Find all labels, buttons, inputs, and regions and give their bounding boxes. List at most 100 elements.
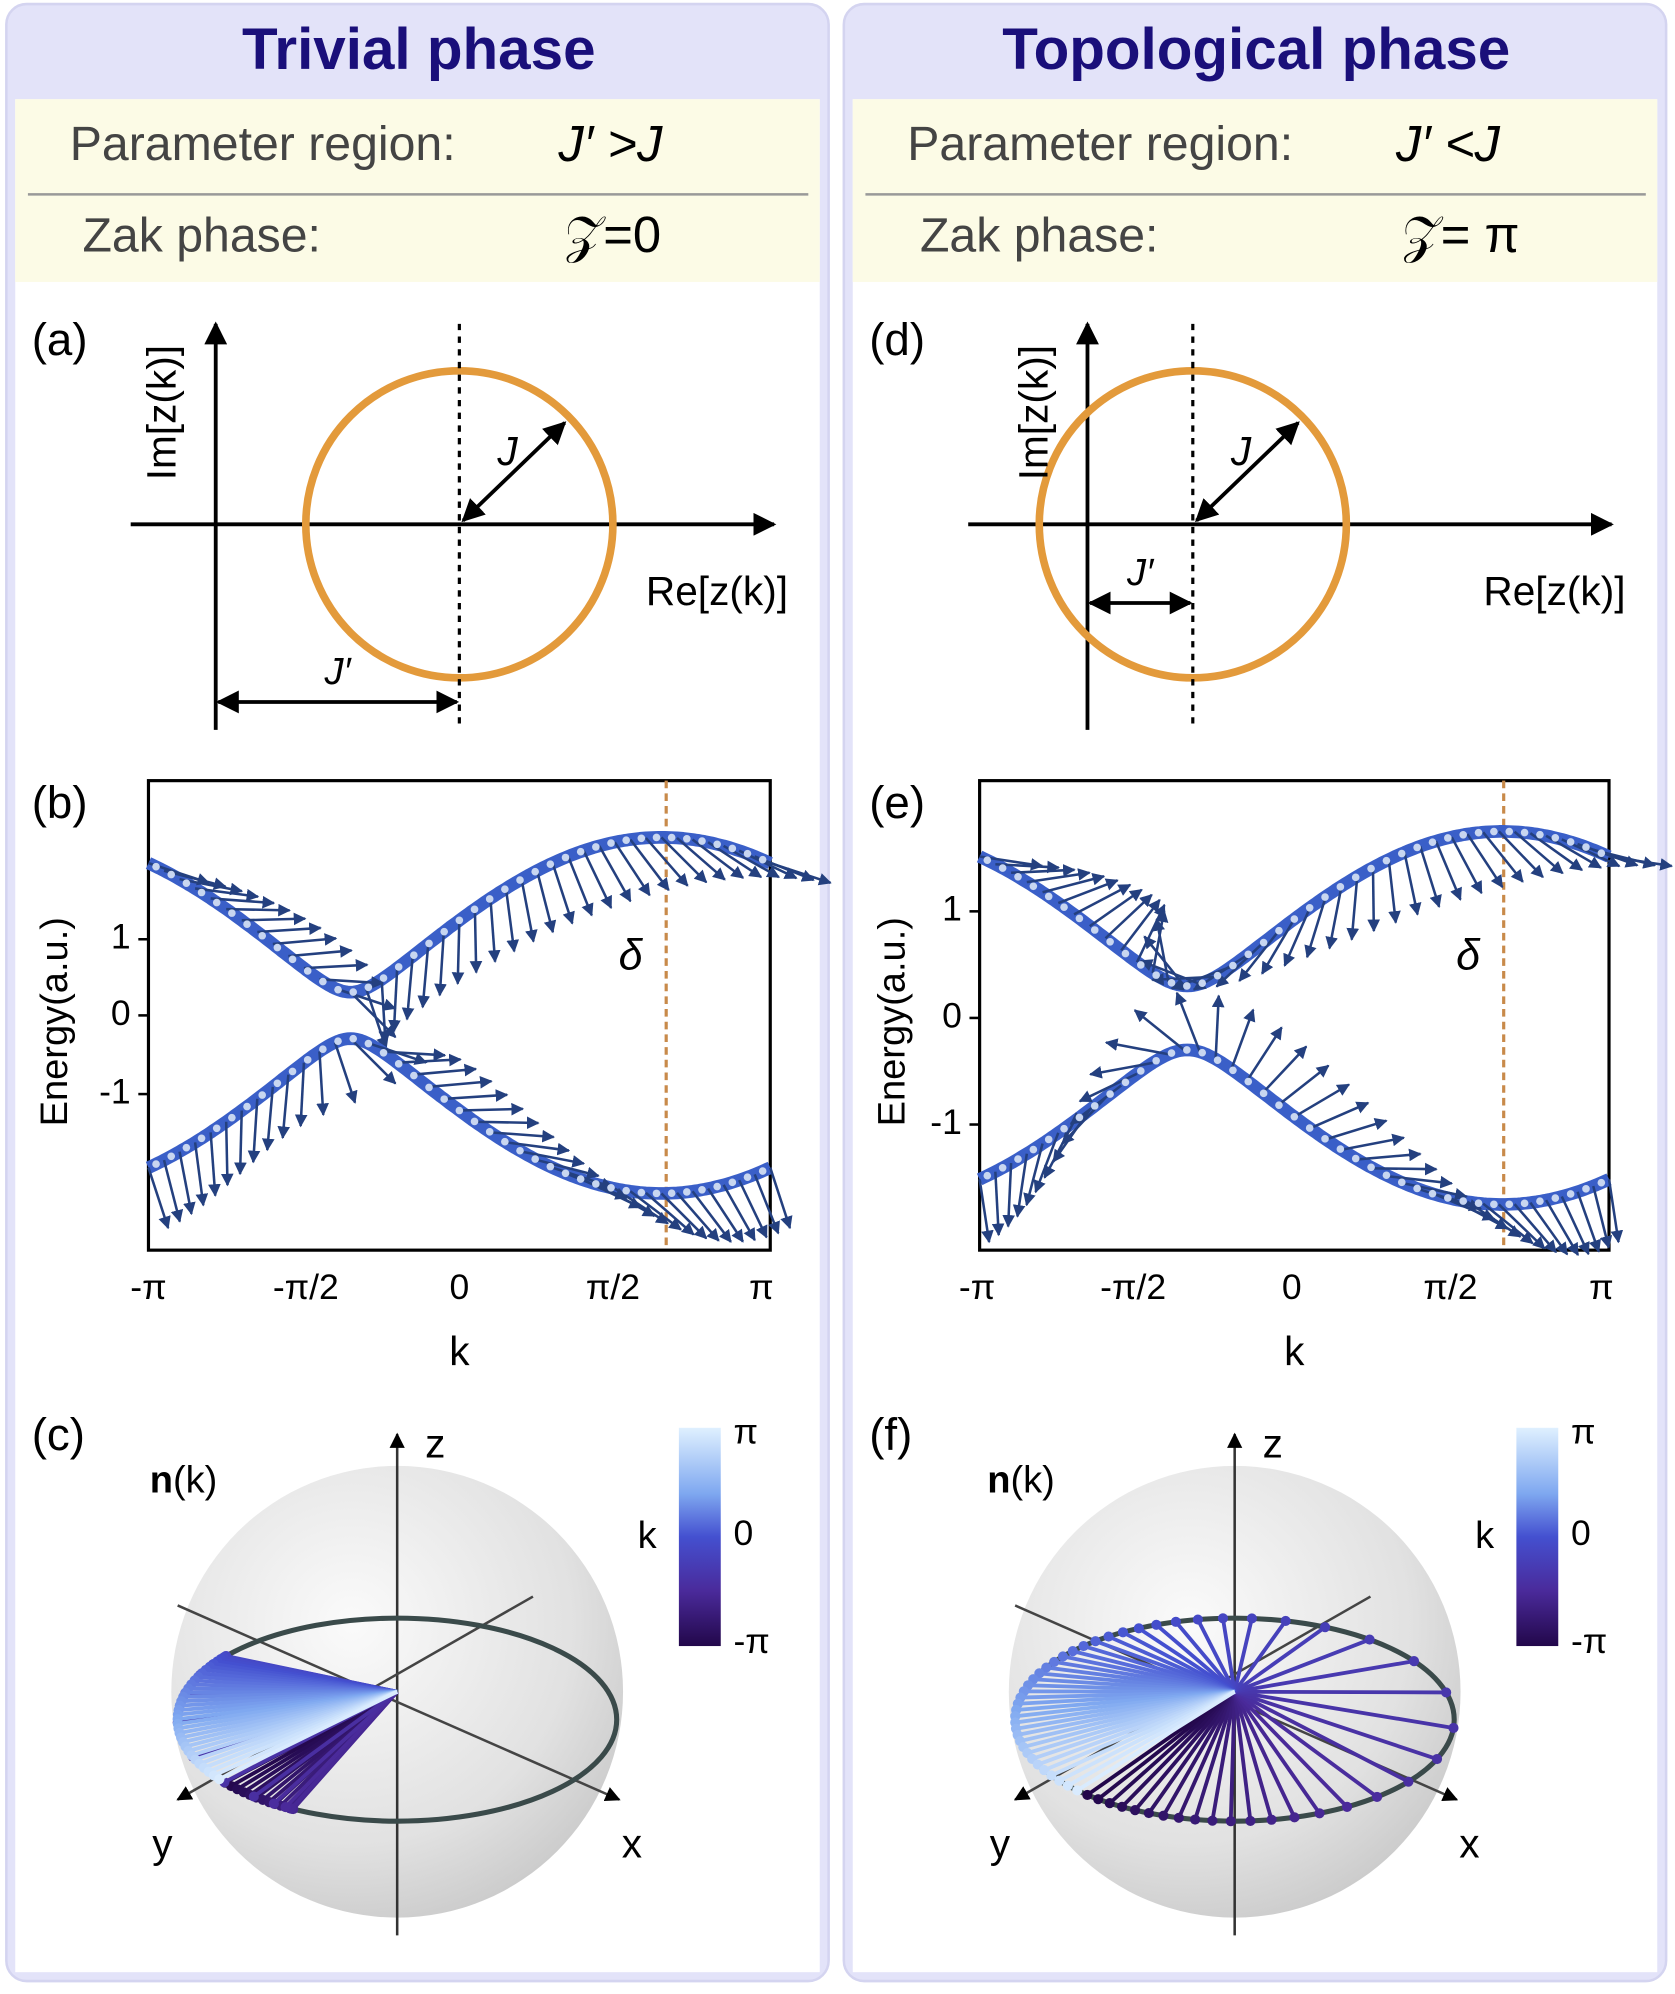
colorbar-tick-label: π — [733, 1412, 758, 1452]
state-arrow — [241, 912, 307, 926]
info-box — [852, 99, 1658, 282]
band-dot — [319, 977, 327, 986]
n-vector-tip — [1217, 1613, 1229, 1624]
state-arrow — [660, 836, 708, 884]
n-vector-tip — [214, 1774, 225, 1785]
band-dot — [288, 955, 297, 964]
band-dot — [501, 885, 509, 893]
band-dot — [440, 927, 448, 936]
state-arrow — [753, 1173, 780, 1235]
zak-value: 𝒵= π — [1402, 206, 1519, 263]
offset-label: J′ — [1126, 552, 1155, 594]
state-arrow — [349, 1037, 397, 1085]
band-dot — [1044, 892, 1053, 901]
x-axis-label: k — [449, 1328, 470, 1374]
state-arrow — [1073, 883, 1132, 916]
state-arrow — [1325, 1117, 1388, 1141]
y-tick-label: 1 — [942, 889, 962, 929]
state-arrow — [1357, 1148, 1422, 1162]
n-vector-tip — [1408, 1656, 1420, 1667]
state-arrow — [1403, 852, 1422, 916]
colorbar-label: k — [1475, 1515, 1495, 1557]
state-arrow — [388, 968, 401, 1033]
colorbar-tick-label: -π — [1571, 1621, 1607, 1661]
band-dot — [576, 847, 585, 856]
axis-label: y — [990, 1820, 1011, 1866]
state-arrow — [1089, 888, 1143, 928]
band-dot — [622, 1186, 630, 1195]
colorbar-tick-label: 0 — [733, 1513, 753, 1553]
panel-label: (e) — [869, 777, 925, 828]
state-arrow — [644, 837, 689, 887]
band-dot — [410, 951, 418, 960]
state-arrow — [1450, 836, 1483, 895]
n-vector — [1228, 1691, 1237, 1822]
n-vector-tip — [1093, 1794, 1104, 1805]
band-dot — [1121, 949, 1130, 958]
state-arrow — [247, 1098, 261, 1164]
band-dot — [228, 909, 236, 917]
offset-label: J′ — [323, 651, 352, 693]
state-arrow — [676, 836, 726, 881]
band-dot — [1167, 1049, 1176, 1057]
n-vector-tip — [1041, 1662, 1052, 1673]
n-vector-tip — [1062, 1780, 1073, 1791]
band-dot — [1321, 1135, 1329, 1143]
panel-title: Topological phase — [1002, 17, 1510, 82]
state-arrow — [316, 1051, 329, 1117]
band-dot — [485, 895, 494, 903]
band-dot — [1397, 1178, 1406, 1187]
band-dot — [455, 1106, 464, 1115]
band-dot — [1229, 961, 1237, 970]
state-arrow — [691, 1190, 732, 1243]
state-arrow — [1529, 832, 1584, 872]
band-dot — [1490, 827, 1498, 836]
band-dot — [1351, 873, 1360, 882]
n-vector-tip — [1289, 1812, 1300, 1823]
state-arrow — [520, 878, 538, 943]
band-dot — [440, 1095, 448, 1103]
n-vector-tip — [1133, 1623, 1144, 1634]
state-arrow — [1078, 1072, 1138, 1103]
band-dot — [1029, 1145, 1038, 1154]
band-dot — [1259, 938, 1268, 947]
state-arrow — [443, 1089, 509, 1102]
colorbar-tick-label: -π — [733, 1621, 769, 1661]
n-vector-tip — [1225, 1816, 1236, 1827]
band-dot — [1305, 904, 1314, 912]
band-dot — [364, 1039, 373, 1048]
band-dot — [182, 1143, 191, 1152]
band-dot — [546, 860, 555, 868]
band-dot — [1305, 1124, 1314, 1132]
n-vector-tip — [1090, 1636, 1101, 1647]
band-dot — [501, 1137, 509, 1146]
band-dot — [1382, 856, 1391, 865]
band-dot — [1075, 914, 1084, 923]
state-arrow — [1387, 859, 1401, 924]
n-vector-tip — [1173, 1812, 1184, 1823]
band-dot — [152, 1160, 160, 1168]
band-dot — [1582, 843, 1590, 851]
band-dot — [1014, 872, 1022, 881]
y-tick-label: -1 — [930, 1102, 962, 1142]
state-arrow — [179, 877, 244, 896]
n-vector-tip — [1245, 1815, 1256, 1826]
state-arrow — [1042, 873, 1106, 894]
n-vector — [252, 1690, 399, 1799]
band-dot — [1183, 982, 1191, 990]
band-dot — [1536, 1197, 1544, 1206]
state-arrow — [1012, 1153, 1029, 1218]
panel: Trivial phase Parameter region: J′ >J Zak p… — [5, 2, 832, 1983]
band-dot — [455, 916, 464, 925]
band-dot — [485, 1128, 494, 1136]
state-arrow — [147, 1167, 171, 1230]
n-vector-tip — [1072, 1785, 1083, 1796]
state-arrow — [521, 1150, 586, 1168]
state-arrow — [535, 870, 557, 934]
band-dot — [1060, 1124, 1068, 1133]
state-arrow — [208, 1132, 221, 1197]
n-vector — [1076, 1690, 1236, 1793]
state-arrow — [722, 1184, 756, 1242]
band-dot — [622, 836, 630, 844]
state-arrow — [1434, 840, 1462, 901]
